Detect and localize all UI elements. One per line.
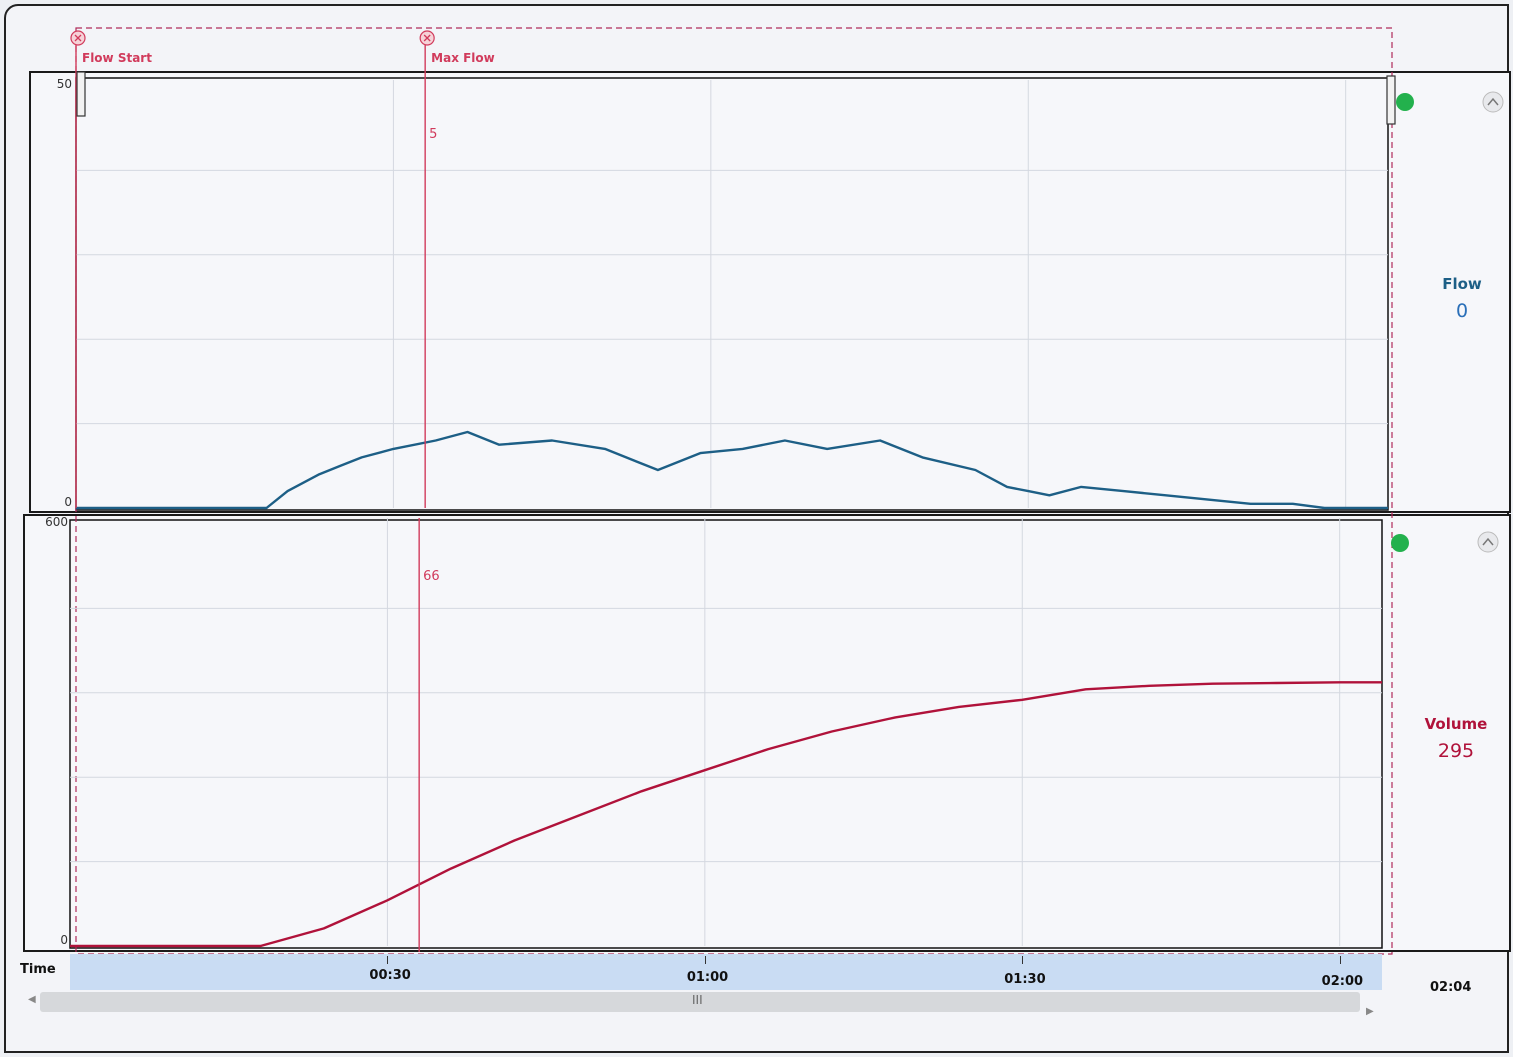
time-tick-label-2: 01:30: [1004, 972, 1045, 987]
volume-panel: [24, 515, 1510, 951]
left-range-handle[interactable]: [77, 72, 85, 116]
right-range-handle[interactable]: [1387, 76, 1395, 124]
time-tick-mark-3: [1340, 956, 1341, 964]
scrollbar-grip[interactable]: III: [692, 993, 703, 1007]
volume-collapse-button[interactable]: [1478, 532, 1498, 552]
flow-ytick-1: 0: [64, 495, 72, 509]
flow-collapse-button[interactable]: [1483, 92, 1503, 112]
time-end-label: 02:04: [1430, 980, 1471, 995]
flow-status-dot: [1396, 93, 1414, 111]
volume-marker-value-0: 66: [423, 569, 440, 584]
volume-ytick-1: 0: [60, 933, 68, 947]
flow-ytick-0: 50: [57, 77, 72, 91]
flow-panel: [30, 72, 1510, 512]
time-tick-label-1: 01:00: [687, 970, 728, 985]
flow-current-label: Flow: [1422, 275, 1502, 293]
time-tick-label-3: 02:00: [1322, 974, 1363, 989]
flow-current-value: 0: [1422, 300, 1502, 322]
marker-label-1: Max Flow: [431, 51, 495, 65]
time-tick-mark-1: [705, 956, 706, 964]
scroll-left-arrow[interactable]: ◀: [28, 994, 36, 1005]
time-tick-mark-0: [387, 956, 388, 964]
volume-status-dot: [1391, 534, 1409, 552]
volume-ytick-0: 600: [45, 515, 68, 529]
time-tick-label-0: 00:30: [369, 968, 410, 983]
time-axis-label: Time: [20, 962, 56, 977]
scroll-right-arrow[interactable]: ▶: [1366, 1006, 1374, 1017]
volume-current-label: Volume: [1416, 715, 1496, 733]
marker-label-0: Flow Start: [82, 51, 152, 65]
flow-marker-value-1: 5: [429, 127, 437, 142]
time-tick-mark-2: [1022, 956, 1023, 964]
volume-current-value: 295: [1416, 740, 1496, 762]
